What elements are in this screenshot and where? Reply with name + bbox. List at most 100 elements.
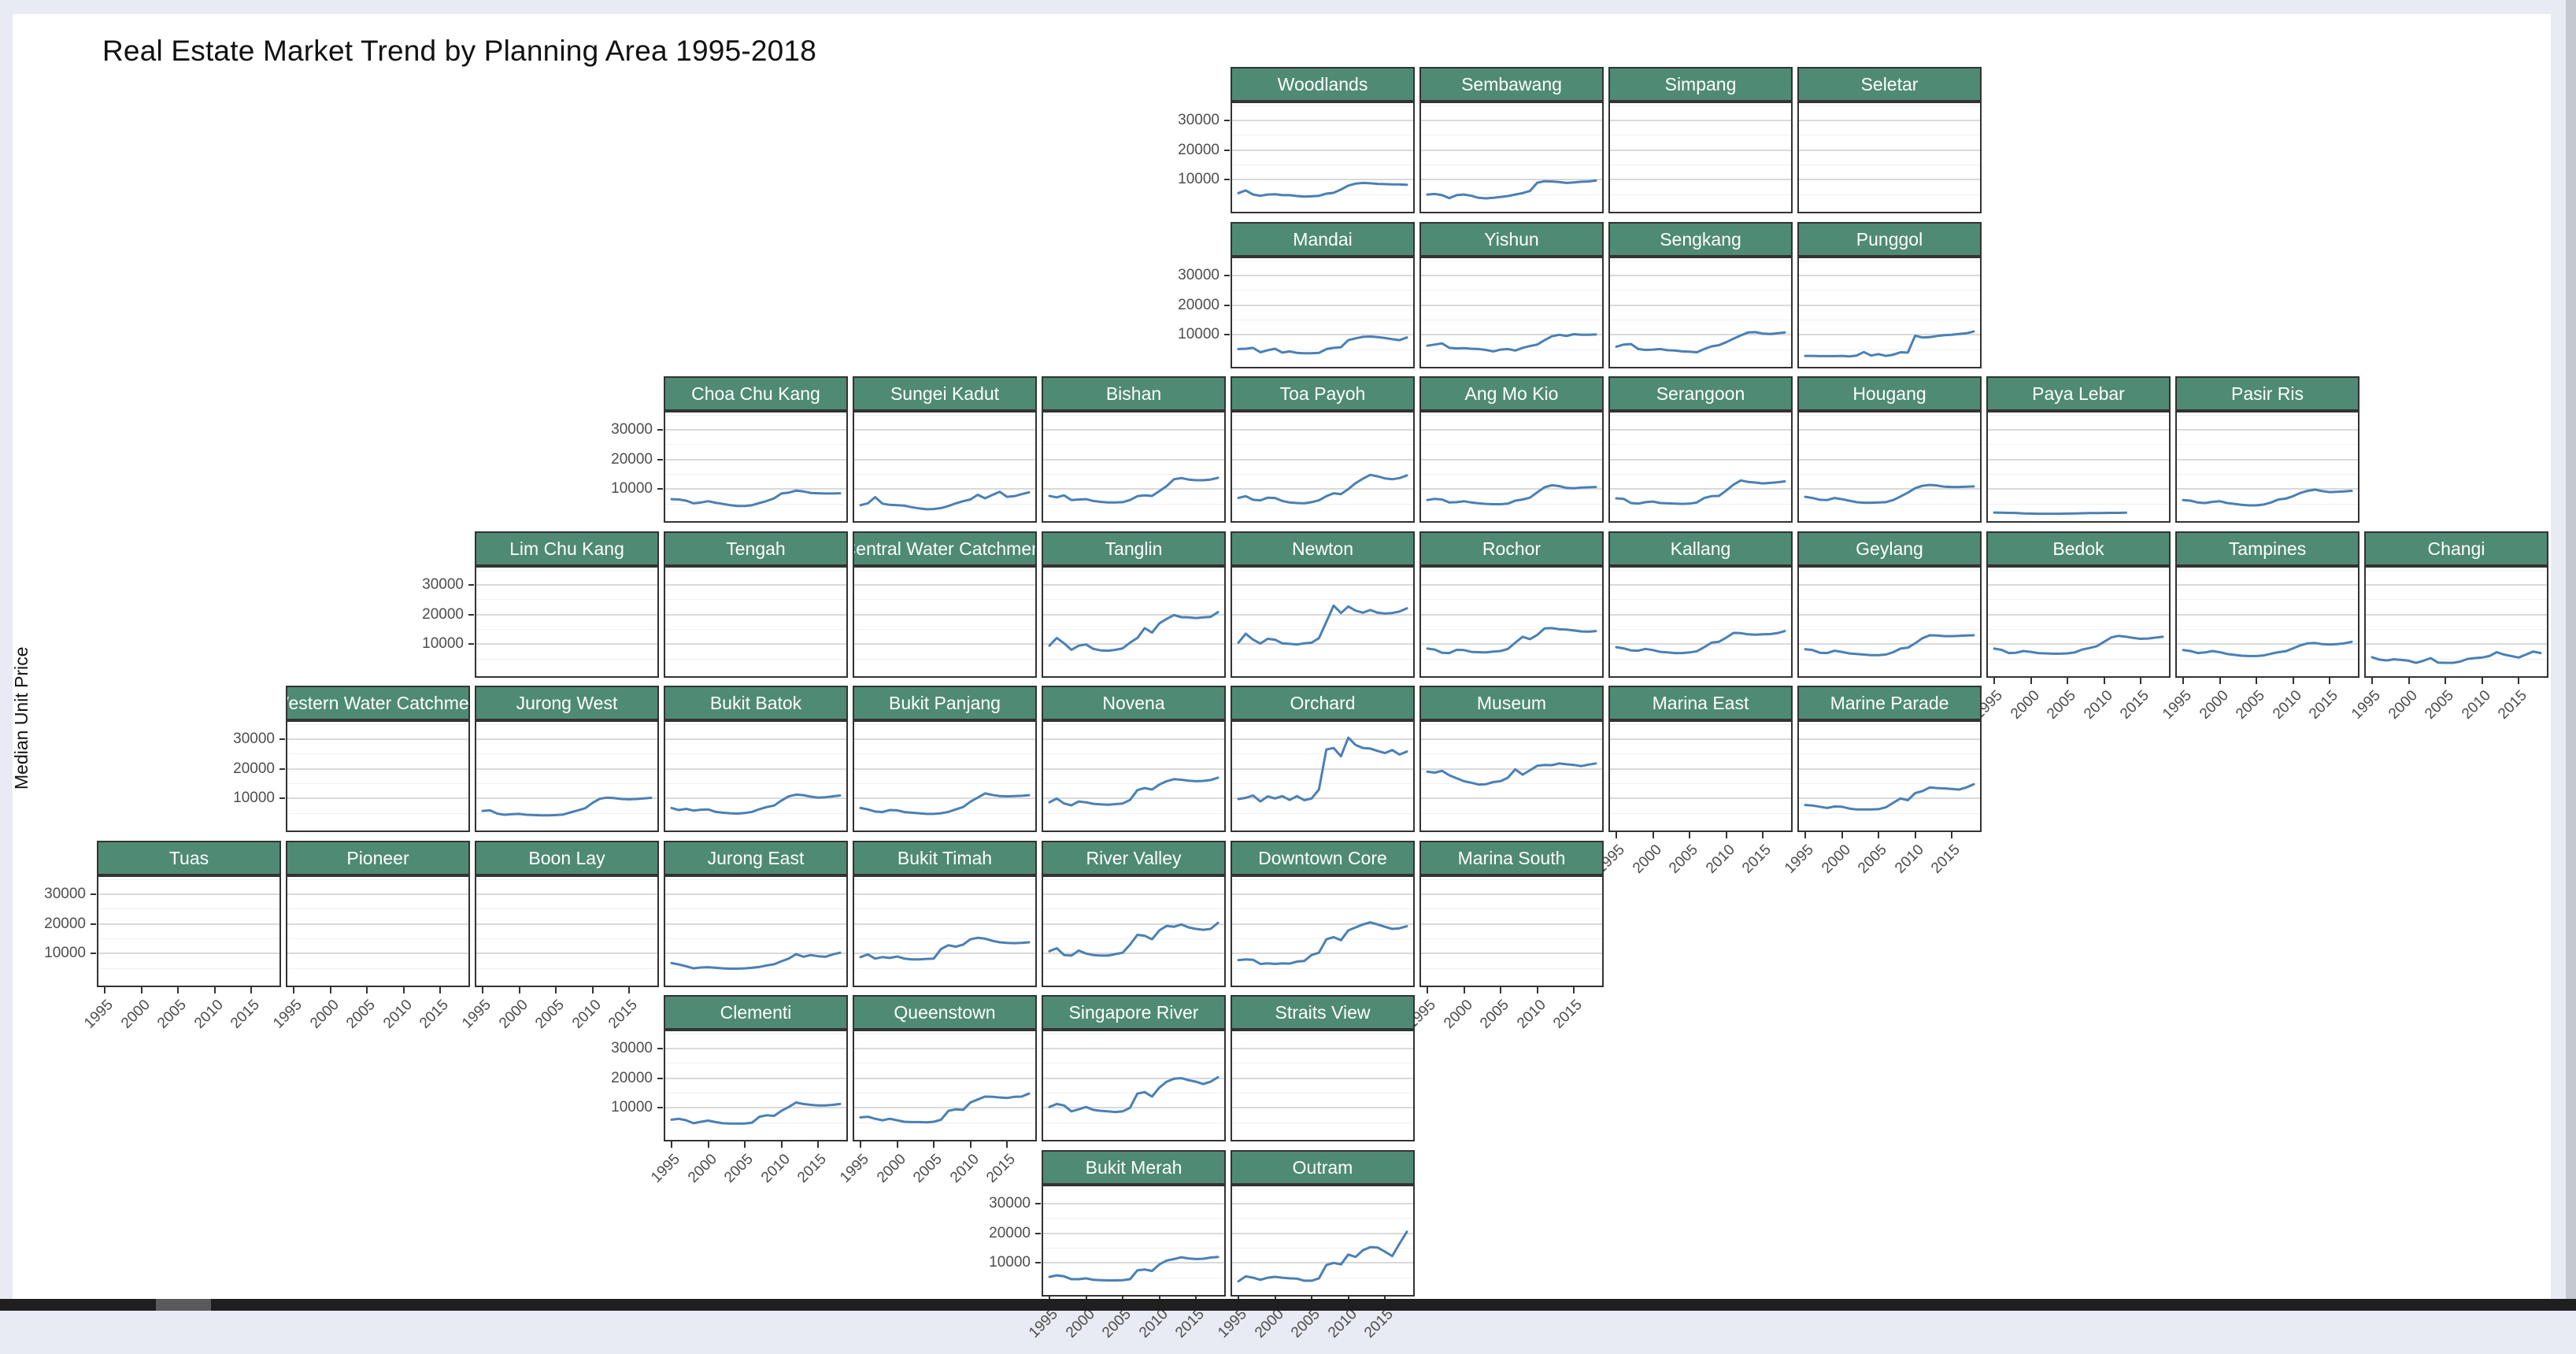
x-tick — [2140, 678, 2142, 684]
scrollbar[interactable] — [2566, 0, 2576, 1299]
gridline-major — [665, 583, 846, 586]
gridline-major — [1988, 613, 2169, 616]
y-tick — [1224, 274, 1230, 276]
facet-strip: Pasir Ris — [2175, 376, 2359, 411]
facet-central-water-catchment: Central Water Catchment — [853, 531, 1037, 678]
gridline-major — [854, 643, 1035, 646]
gridline-minor — [1421, 473, 1602, 475]
facet-title: Newton — [1292, 538, 1353, 559]
x-tick-label: 2010 — [379, 997, 416, 1032]
gridline-minor — [1232, 879, 1413, 880]
x-tick-label: 2010 — [2080, 687, 2116, 723]
gridline-major — [1232, 613, 1413, 616]
gridline-minor — [854, 473, 1035, 475]
gridline-minor — [287, 938, 468, 939]
taskbar — [0, 1299, 2576, 1311]
gridline-major — [1043, 488, 1224, 490]
gridline-minor — [2177, 569, 2358, 571]
gridline-major — [2177, 458, 2358, 461]
facet-strip: Tuas — [97, 841, 281, 875]
gridline-minor — [476, 879, 657, 880]
facet-panel — [2175, 566, 2359, 678]
facet-title: Orchard — [1290, 692, 1356, 713]
gridline-major — [1988, 428, 2169, 431]
facet-panel — [475, 566, 659, 678]
gridline-minor — [476, 908, 657, 910]
gridline-minor — [287, 879, 468, 880]
facet-clementi: Clementi 10000 20000 30000 1995 2000 2005 2010 2… — [611, 995, 848, 1186]
facet-panel — [1419, 875, 1604, 987]
trend-line — [1993, 511, 2127, 516]
gridline-minor — [476, 938, 657, 939]
x-tick — [1841, 832, 1843, 838]
facet-strip: Western Water Catchment — [286, 686, 470, 720]
gridline-minor — [665, 1063, 846, 1064]
facet-title: Tanglin — [1105, 538, 1163, 559]
gridline-minor — [287, 812, 468, 814]
y-tick — [657, 1107, 663, 1109]
gridline-minor — [854, 938, 1035, 939]
facet-title: Museum — [1476, 692, 1547, 713]
facet-title: Marina East — [1652, 692, 1749, 713]
facet-strip: Newton — [1231, 531, 1415, 566]
facet-tampines: Tampines 1995 2000 2005 2010 2015 — [2160, 531, 2359, 723]
facet-lim-chu-kang: Lim Chu Kang 10000 20000 30000 — [422, 531, 659, 678]
x-tick — [2518, 678, 2520, 684]
y-tick-label: 10000 — [44, 945, 86, 962]
trend-line — [1804, 483, 1975, 505]
x-tick — [2292, 678, 2294, 684]
trend-line — [1237, 736, 1408, 803]
gridline-minor — [1799, 414, 1980, 416]
x-tick — [518, 987, 520, 993]
facet-title: Woodlands — [1277, 73, 1368, 94]
x-tick — [402, 987, 405, 993]
facet-strip: Rochor — [1419, 531, 1604, 566]
y-tick-label: 20000 — [233, 760, 275, 777]
gridline-major — [1610, 119, 1791, 121]
facet-panel — [1231, 720, 1415, 832]
gridline-major — [2366, 583, 2547, 586]
facet-title: Geylang — [1856, 538, 1923, 559]
y-tick — [279, 768, 285, 770]
x-tick — [1463, 987, 1465, 993]
facet-strip: Bedok — [1986, 531, 2171, 566]
facet-title: River Valley — [1086, 847, 1182, 868]
gridline-minor — [476, 723, 657, 725]
facet-panel — [1419, 257, 1604, 368]
gridline-major — [287, 797, 468, 800]
chart-title: Real Estate Market Trend by Planning Are… — [102, 35, 816, 67]
gridline-major — [665, 768, 846, 770]
gridline-major — [1799, 768, 1980, 770]
y-tick — [1224, 149, 1230, 151]
taskbar-handle[interactable] — [156, 1299, 211, 1311]
trend-line — [2182, 640, 2353, 657]
facet-title: Jurong West — [516, 692, 618, 713]
gridline-major — [476, 923, 657, 925]
trend-line — [859, 490, 1031, 511]
y-tick — [468, 643, 474, 646]
facet-panel — [475, 875, 659, 987]
facet-title: Clementi — [720, 1001, 792, 1023]
gridline-major — [1043, 613, 1224, 616]
y-tick-label: 30000 — [44, 885, 86, 902]
gridline-major — [665, 488, 846, 490]
gridline-major — [1232, 334, 1413, 336]
gridline-minor — [1043, 908, 1224, 910]
facet-title: Bishan — [1105, 383, 1162, 404]
trend-line — [859, 1092, 1031, 1124]
gridline-major — [1043, 1077, 1224, 1079]
x-tick — [1427, 987, 1428, 993]
gridline-minor — [1421, 782, 1602, 784]
gridline-minor — [1610, 105, 1791, 106]
x-tick-label: 2000 — [1251, 1306, 1287, 1341]
facet-panel — [286, 720, 470, 832]
trend-line — [670, 951, 842, 970]
facet-title: Outram — [1292, 1156, 1353, 1178]
gridline-major — [476, 768, 657, 770]
gridline-major — [98, 893, 279, 895]
facet-strip: Museum — [1419, 686, 1604, 720]
gridline-minor — [854, 599, 1035, 601]
gridline-minor — [665, 812, 846, 814]
gridline-major — [1043, 1232, 1224, 1234]
x-tick-label: 2000 — [873, 1151, 909, 1186]
